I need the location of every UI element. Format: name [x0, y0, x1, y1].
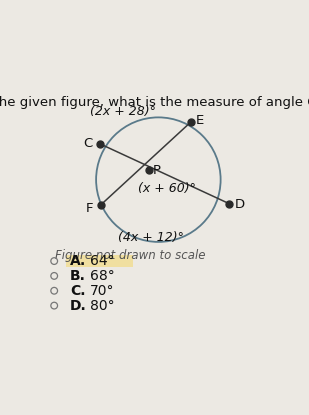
- Text: F: F: [86, 202, 93, 215]
- Text: 80°: 80°: [90, 299, 115, 312]
- Text: (x + 60)°: (x + 60)°: [138, 181, 196, 195]
- Text: A.: A.: [70, 254, 86, 268]
- Text: C: C: [83, 137, 92, 150]
- Text: (4x + 12)°: (4x + 12)°: [118, 231, 184, 244]
- Text: D: D: [234, 198, 244, 211]
- Text: C.: C.: [70, 284, 85, 298]
- Text: E: E: [196, 115, 204, 127]
- Text: In the given figure, what is the measure of angle CPE?: In the given figure, what is the measure…: [0, 96, 309, 109]
- Text: 70°: 70°: [90, 284, 115, 298]
- Text: Figure not drawn to scale: Figure not drawn to scale: [55, 249, 206, 262]
- Text: D.: D.: [70, 299, 87, 312]
- Text: 68°: 68°: [90, 269, 115, 283]
- FancyBboxPatch shape: [66, 255, 133, 267]
- Text: (2x + 28)°: (2x + 28)°: [90, 105, 155, 118]
- Text: P: P: [153, 164, 161, 176]
- Text: B.: B.: [70, 269, 86, 283]
- Text: 64°: 64°: [90, 254, 115, 268]
